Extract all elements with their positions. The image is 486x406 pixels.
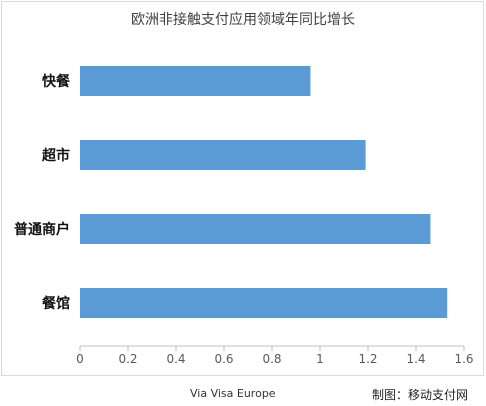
chart-credit: 制图：移动支付网 [372,388,469,402]
bar-2 [80,214,431,244]
x-tick-label-2: 0.4 [166,352,185,366]
x-axis-ticks: 0 0.2 0.4 0.6 0.8 1 1.2 1.4 1.6 [76,346,474,366]
category-label-3: 餐馆 [41,295,70,312]
x-tick-label-4: 0.8 [262,352,281,366]
bar-1 [80,140,366,170]
x-tick-label-5: 1 [316,352,324,366]
x-tick-label-6: 1.2 [358,352,377,366]
bar-0 [80,66,311,96]
source-note: Via Visa Europe [190,387,276,400]
x-tick-label-1: 0.2 [118,352,137,366]
chart-title: 欧洲非接触支付应用领域年同比增长 [131,12,355,28]
category-label-0: 快餐 [42,73,71,90]
x-tick-label-7: 1.4 [406,352,425,366]
category-label-2: 普通商户 [14,221,70,238]
x-tick-label-3: 0.6 [214,352,233,366]
category-label-1: 超市 [41,147,70,164]
x-tick-label-8: 1.6 [454,352,473,366]
bars-group [80,66,448,318]
bar-3 [80,288,448,318]
x-tick-label-0: 0 [76,352,84,366]
